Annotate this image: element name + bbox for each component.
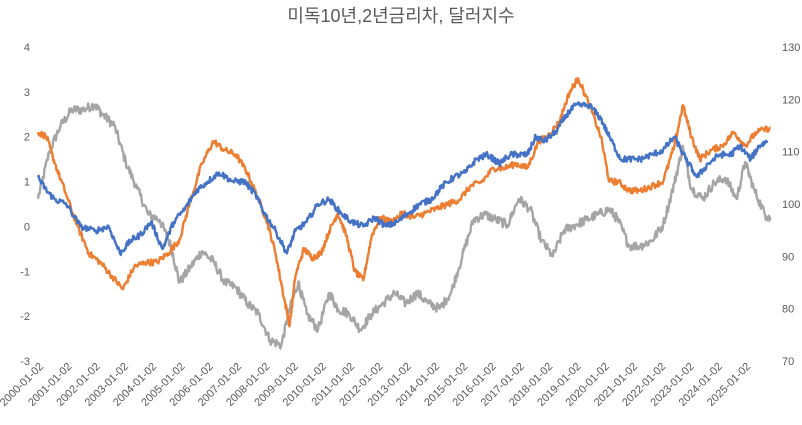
series-line [36, 101, 769, 257]
right-axis: 70 80 90 100 110 120 130 [782, 42, 800, 368]
right-tick-label: 110 [782, 147, 800, 159]
right-tick-label: 100 [782, 199, 800, 211]
left-tick-label: 1 [24, 177, 30, 189]
x-axis: 2000-01-022001-01-022002-01-022003-01-02… [0, 361, 753, 409]
series-line [36, 102, 772, 350]
right-tick-label: 90 [782, 251, 794, 263]
left-tick-label: -2 [20, 311, 30, 323]
left-tick-label: 0 [24, 221, 30, 233]
left-tick-label: 3 [24, 87, 30, 99]
left-tick-label: 2 [24, 132, 30, 144]
plot-area [36, 77, 772, 350]
right-tick-label: 120 [782, 94, 800, 106]
series-line [36, 77, 771, 328]
right-tick-label: 80 [782, 304, 794, 316]
left-tick-label: -1 [20, 266, 30, 278]
left-axis: -3 -2 -1 0 1 2 3 4 [20, 42, 30, 368]
right-tick-label: 70 [782, 356, 794, 368]
left-tick-label: -3 [20, 356, 30, 368]
right-tick-label: 130 [782, 42, 800, 54]
chart-title: 미독10년,2년금리차, 달러지수 [287, 6, 514, 26]
left-tick-label: 4 [24, 42, 30, 54]
